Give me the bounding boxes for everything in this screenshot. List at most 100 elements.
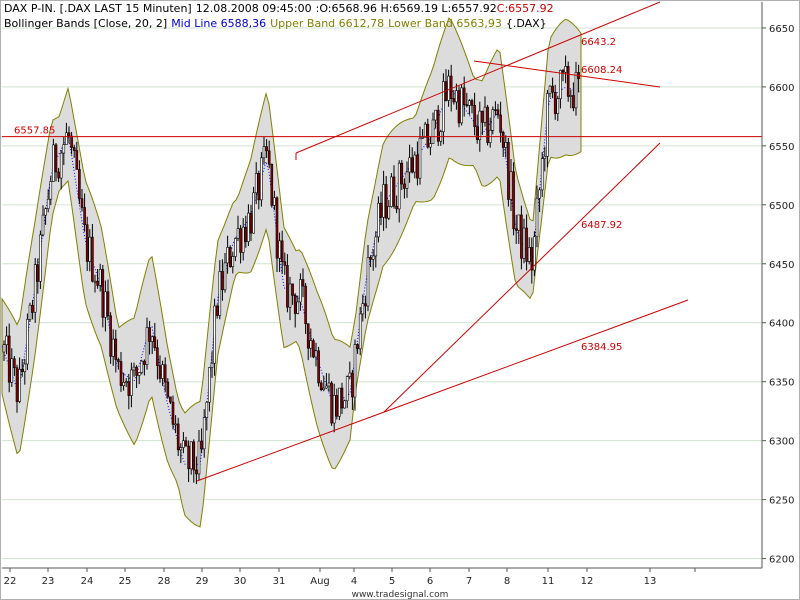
candle-body — [507, 142, 510, 200]
candle-body — [504, 142, 508, 148]
candle-body — [501, 132, 505, 148]
candle-body — [431, 119, 435, 144]
candle-body — [109, 315, 112, 357]
candle-body — [572, 95, 575, 109]
candle-body — [83, 207, 86, 226]
bollinger-band — [1, 17, 582, 528]
chart-header-line-2: Bollinger Bands [Close, 20, 2] Mid Line 6… — [4, 17, 551, 31]
x-tick-label: 7 — [466, 576, 472, 587]
trendline-label: 6608.24 — [581, 65, 622, 76]
candle-body — [36, 264, 40, 282]
trendline-label: 6643.2 — [581, 37, 616, 48]
candle-body — [31, 304, 34, 313]
candle-body — [470, 100, 474, 106]
candle-body — [566, 66, 570, 97]
candle-body — [72, 147, 76, 151]
candle-body — [33, 264, 37, 313]
y-tick-label: 6200 — [769, 555, 794, 566]
candle-body — [351, 372, 354, 398]
horizontal-level-label: 6557.85 — [14, 126, 55, 137]
candle-body — [473, 105, 476, 127]
x-tick-label: 30 — [234, 576, 247, 587]
candle-body — [161, 364, 164, 379]
candle-body — [533, 236, 536, 271]
candle-body — [522, 227, 526, 259]
trendline-label: 6487.92 — [581, 220, 622, 231]
candle-body — [343, 400, 346, 409]
x-tick-label: 24 — [81, 576, 94, 587]
candle-body — [166, 381, 170, 398]
candle-body — [278, 240, 281, 259]
candle-body — [41, 214, 45, 236]
candle-body — [418, 137, 422, 179]
x-tick-label: 8 — [504, 576, 510, 587]
candle-body — [478, 110, 482, 141]
x-tick-label: 5 — [389, 576, 395, 587]
candle-body — [486, 106, 489, 143]
candle-body — [556, 98, 560, 114]
candle-body — [49, 181, 53, 200]
candle-body — [392, 176, 396, 207]
candle-body — [195, 469, 198, 475]
candle-body — [223, 262, 227, 291]
candle-body — [499, 114, 502, 133]
candle-body — [215, 305, 219, 316]
candle-body — [171, 401, 175, 425]
candle-body — [491, 109, 495, 131]
candle-body — [265, 146, 268, 152]
candle-body — [348, 372, 352, 377]
candle-body — [475, 126, 479, 141]
x-tick-label: 11 — [542, 576, 555, 587]
candle-body — [525, 227, 528, 262]
candle-body — [85, 224, 89, 262]
y-tick-label: 6500 — [769, 201, 794, 212]
candle-body — [403, 183, 406, 189]
candle-body — [332, 395, 336, 424]
candle-body — [260, 157, 263, 201]
candle-body — [163, 364, 167, 383]
candle-body — [80, 198, 84, 208]
candle-body — [59, 152, 63, 179]
candle-body — [551, 85, 554, 93]
candle-body — [130, 369, 133, 396]
candle-body — [156, 347, 159, 367]
candle-body — [387, 206, 391, 219]
candle-body — [13, 358, 16, 369]
candle-body — [325, 385, 328, 389]
candle-body — [234, 238, 237, 257]
candle-body — [221, 271, 224, 291]
x-axis: 22 23 24 25 28 29 30 31 Aug 4 5 6 7 8 11 12 13 — [2, 567, 762, 587]
trendline-label: 6384.95 — [581, 342, 622, 353]
candle-body — [457, 90, 461, 124]
candle-body — [527, 247, 531, 262]
candle-body — [377, 202, 380, 238]
y-tick-label: 6350 — [769, 378, 794, 389]
candle-body — [397, 162, 401, 210]
candle-body — [114, 338, 118, 360]
bollinger-band-area — [1, 17, 582, 528]
candle-body — [257, 173, 261, 201]
candle-body — [176, 423, 180, 451]
x-tick-label: 4 — [351, 576, 357, 587]
candle-body — [449, 75, 453, 99]
candle-body — [296, 301, 300, 314]
candle-body — [192, 441, 196, 471]
candle-body — [26, 319, 29, 365]
candle-body — [57, 171, 60, 179]
candle-body — [291, 283, 294, 296]
candle-body — [189, 441, 193, 470]
candle-body — [535, 197, 539, 238]
candle-body — [569, 95, 573, 97]
candle-body — [356, 344, 359, 350]
trendline — [383, 142, 661, 413]
candle-body — [338, 387, 341, 417]
candle-body — [213, 305, 216, 364]
candle-body — [429, 143, 432, 148]
y-tick-label: 6450 — [769, 260, 794, 271]
candle-body — [553, 91, 557, 114]
candle-body — [44, 208, 47, 216]
x-tick-label: 29 — [196, 576, 209, 587]
candle-body — [52, 144, 55, 182]
candle-body — [88, 236, 92, 262]
